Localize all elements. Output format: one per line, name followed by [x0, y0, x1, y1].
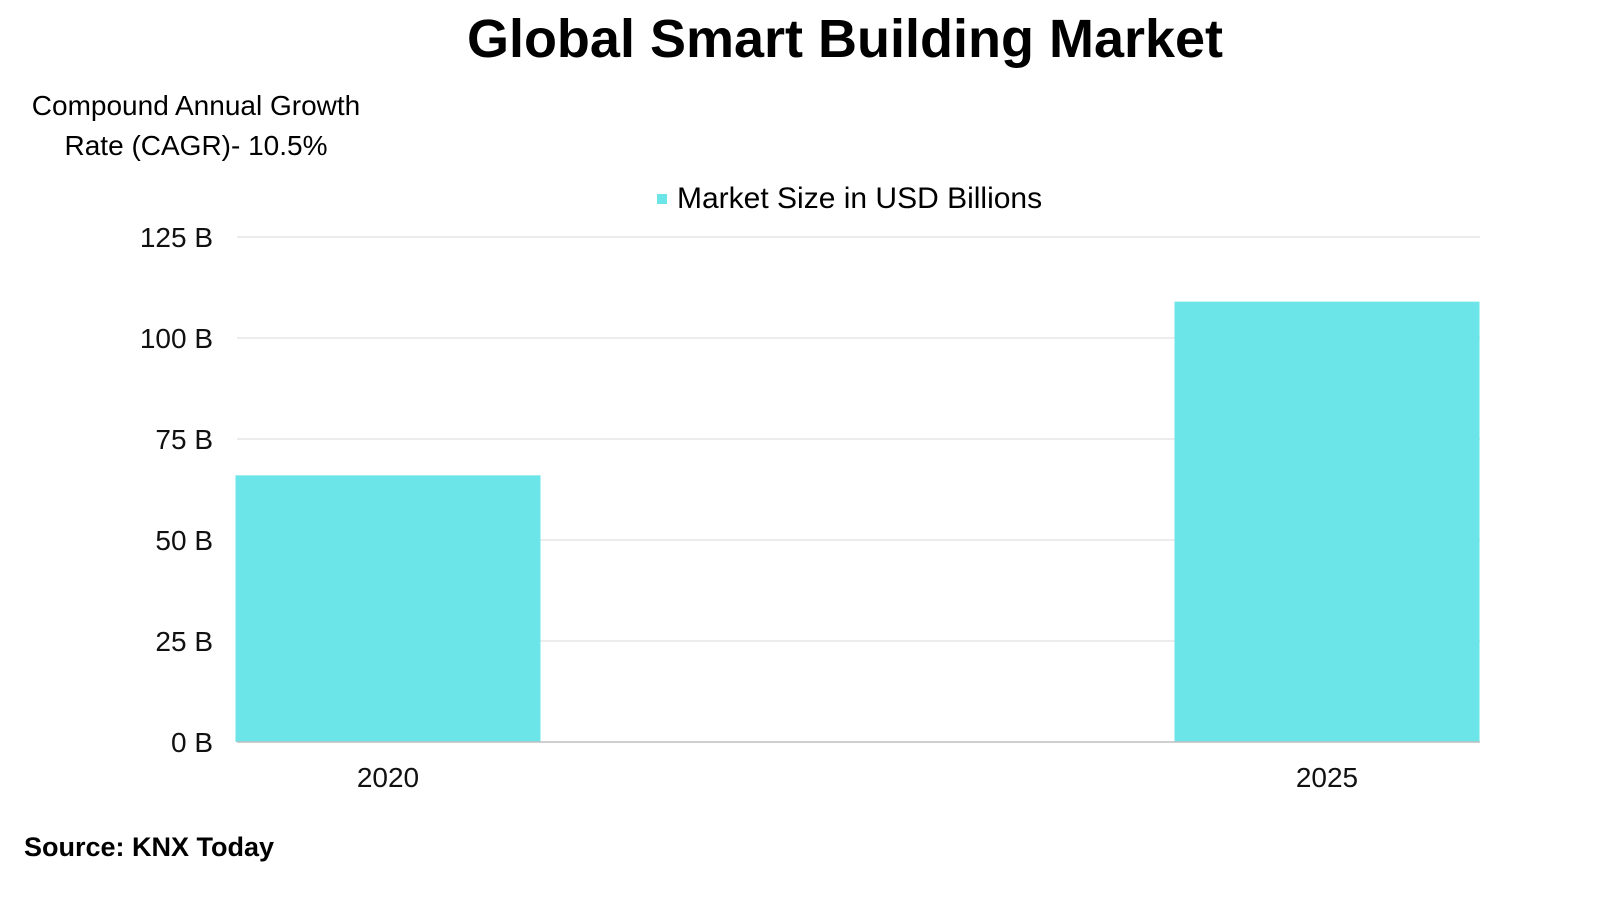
chart-title: Global Smart Building Market [466, 9, 1224, 69]
bar-2025 [1174, 301, 1480, 742]
y-tick-label: 75 B [155, 424, 213, 455]
legend-swatch [657, 194, 667, 204]
legend: Market Size in USD Billions [657, 182, 1042, 216]
chart-title-wrap: Global Smart Building Market [0, 8, 1600, 70]
cagr-subtitle: Compound Annual Growth Rate (CAGR)- 10.5… [31, 90, 361, 161]
y-tick-label: 0 B [171, 727, 213, 758]
y-tick-label: 25 B [155, 626, 213, 657]
x-tick-label: 2020 [357, 762, 419, 793]
bar-2020 [235, 475, 541, 742]
y-tick-label: 125 B [140, 222, 213, 253]
y-tick-label: 100 B [140, 323, 213, 354]
source-note: Source: KNX Today [24, 832, 275, 862]
y-tick-label: 50 B [155, 525, 213, 556]
legend-label: Market Size in USD Billions [677, 182, 1043, 215]
x-tick-label: 2025 [1296, 762, 1358, 793]
